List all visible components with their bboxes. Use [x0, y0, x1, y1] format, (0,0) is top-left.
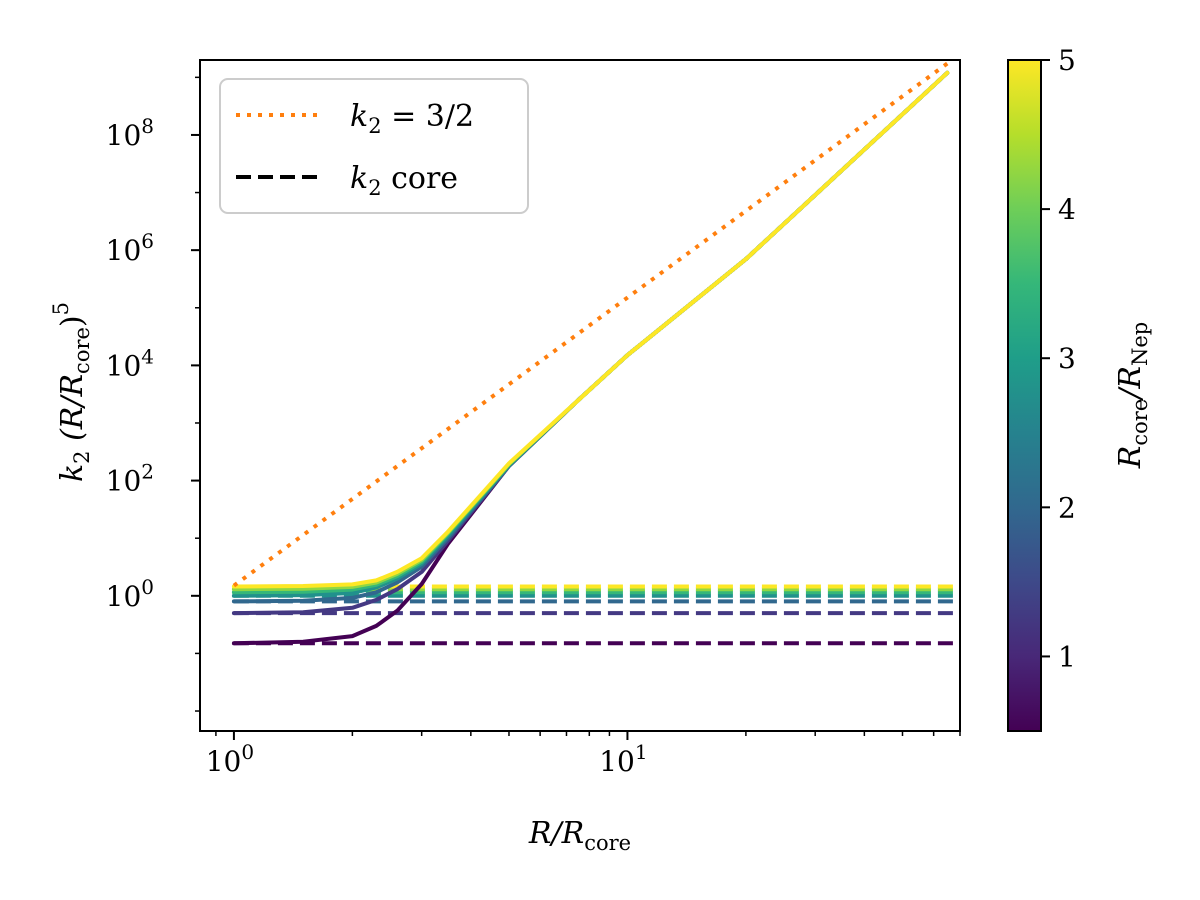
y-axis-label: k2 (R/Rcore)5	[49, 302, 94, 482]
plot-area: 100 101 100 102 104 106 108	[106, 59, 961, 778]
colorbar-tick-label: 4	[1058, 193, 1076, 226]
axes-frame	[199, 59, 961, 732]
x-tick-label: 101	[599, 740, 647, 778]
colorbar-tick-label: 2	[1058, 491, 1076, 524]
colorbar-ticks: 1 2 3 4 5	[1041, 44, 1076, 673]
colorbar: 1 2 3 4 5 Rcore/RNep	[1007, 44, 1152, 732]
colorbar-tick-label: 1	[1058, 640, 1076, 673]
y-tick-label: 100	[106, 575, 154, 613]
x-tick-label: 100	[206, 740, 254, 778]
series-layer	[231, 61, 958, 646]
y-tick-label: 106	[106, 229, 154, 267]
legend-box	[219, 78, 529, 214]
y-axis-ticks: 100 102 104 106 108	[106, 76, 200, 712]
y-tick-label: 104	[106, 344, 154, 382]
colorbar-label: Rcore/RNep	[1113, 322, 1152, 469]
colorbar-gradient	[1007, 59, 1042, 732]
legend-label-k2-core: k2 core	[350, 161, 458, 200]
reference-line-k2-3-2	[232, 61, 949, 588]
y-tick-label: 108	[106, 114, 154, 152]
k2-curve-6	[231, 70, 950, 589]
x-axis-label: R/Rcore	[528, 816, 631, 855]
colorbar-tick-label: 5	[1058, 44, 1076, 77]
legend-label-k2-3-2: k2 = 3/2	[350, 99, 474, 138]
colorbar-tick-label: 3	[1058, 342, 1076, 375]
y-tick-label: 102	[106, 460, 154, 498]
legend: k2 = 3/2 k2 core	[219, 78, 529, 214]
x-axis-ticks: 100 101	[206, 731, 961, 778]
